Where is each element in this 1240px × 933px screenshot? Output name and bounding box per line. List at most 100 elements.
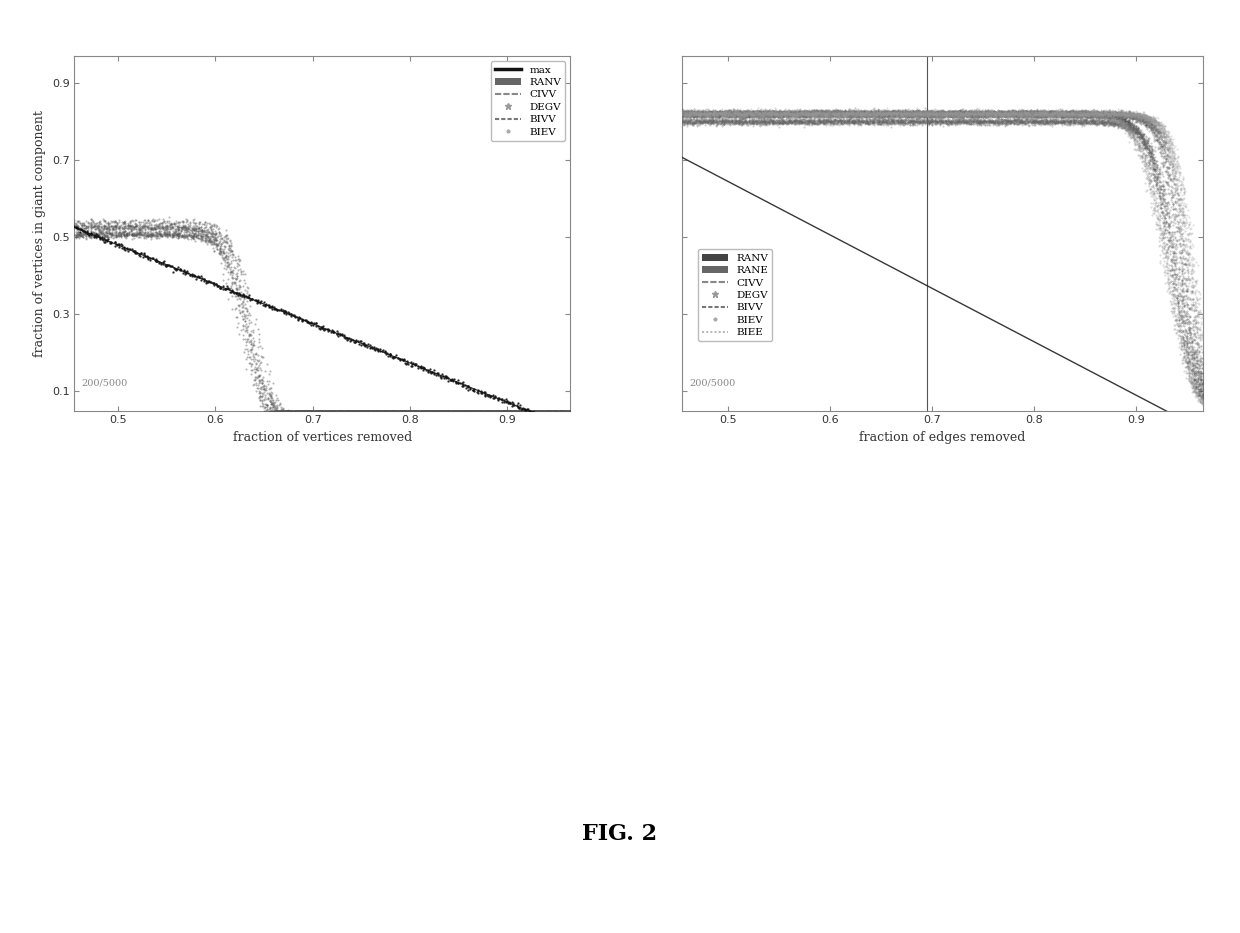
Point [1048,104,1068,118]
Point [1009,106,1029,121]
Point [1121,126,1141,141]
Point [725,107,745,122]
Point [842,115,862,130]
Point [941,106,961,121]
Point [968,104,988,119]
Point [1033,105,1053,120]
Point [1004,106,1024,121]
Point [1053,105,1073,120]
Point [68,228,88,243]
Point [184,229,203,244]
Point [164,226,184,241]
Point [999,105,1019,120]
Point [373,403,393,418]
Point [787,108,807,123]
Point [470,403,490,418]
Point [715,106,735,121]
Point [444,403,464,418]
Point [832,107,852,122]
Point [947,107,967,122]
Point [799,107,818,122]
Point [1043,106,1063,121]
Point [838,105,858,120]
Point [1185,355,1205,370]
Point [841,105,861,120]
Point [795,107,815,122]
Point [825,115,844,130]
Point [697,105,717,120]
Point [920,105,940,120]
Point [1117,121,1137,136]
Point [723,105,743,120]
Point [765,104,785,119]
Point [191,233,211,248]
Point [885,104,905,118]
Point [785,107,805,122]
Point [169,228,188,243]
Point [777,110,797,125]
Point [683,107,703,122]
Point [320,322,340,337]
Point [1114,109,1133,124]
Point [908,104,928,119]
Point [982,105,1002,120]
Point [1029,106,1049,121]
Point [1140,161,1159,176]
Point [1133,108,1153,123]
Point [277,305,296,320]
Point [821,113,841,128]
Point [870,117,890,132]
Point [715,104,735,119]
Point [904,105,924,120]
Point [681,106,701,121]
Point [815,116,835,131]
Point [719,117,739,132]
Point [525,404,544,419]
Point [1141,110,1161,125]
Point [816,106,836,121]
Point [906,104,926,119]
Point [697,115,717,130]
Point [900,105,920,120]
Point [717,106,737,121]
Point [743,105,763,120]
Point [775,104,795,119]
Point [822,104,842,119]
Point [813,104,833,119]
Point [758,105,777,120]
Point [712,118,732,133]
Point [839,103,859,118]
Point [1068,115,1087,130]
Point [925,109,945,124]
Point [697,107,717,122]
Point [777,117,797,132]
Point [1151,200,1171,215]
Point [388,403,408,418]
Point [417,403,436,418]
Point [816,117,836,132]
Point [1162,180,1182,195]
Point [699,106,719,121]
Point [913,107,932,122]
Point [83,216,103,230]
Point [930,103,950,118]
Point [737,104,756,118]
Point [999,106,1019,121]
Point [374,403,394,418]
Point [285,403,305,418]
Point [1055,117,1075,132]
Point [932,107,952,122]
Point [1045,106,1065,121]
Point [835,115,854,130]
Point [906,105,926,120]
Point [1048,105,1068,120]
Point [433,403,453,418]
Point [1040,109,1060,124]
Point [1022,104,1042,118]
Point [847,104,867,119]
Point [1169,328,1189,343]
Point [926,105,946,120]
Point [72,219,92,234]
Point [956,106,976,121]
Point [857,115,877,130]
